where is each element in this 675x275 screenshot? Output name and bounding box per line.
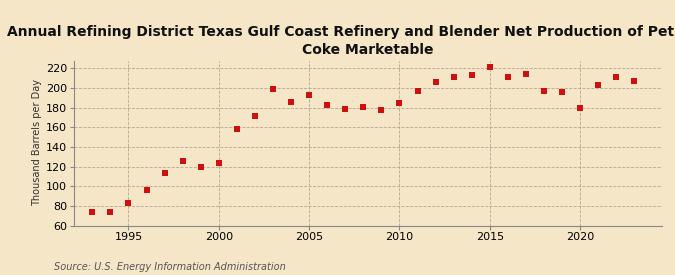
Text: Source: U.S. Energy Information Administration: Source: U.S. Energy Information Administ… bbox=[54, 262, 286, 272]
Point bbox=[178, 158, 188, 163]
Point bbox=[159, 171, 170, 176]
Point bbox=[593, 83, 603, 87]
Point bbox=[539, 89, 549, 93]
Y-axis label: Thousand Barrels per Day: Thousand Barrels per Day bbox=[32, 79, 42, 207]
Point bbox=[629, 79, 640, 83]
Point bbox=[502, 75, 513, 79]
Point bbox=[466, 73, 477, 78]
Point bbox=[575, 105, 586, 110]
Point bbox=[485, 65, 495, 70]
Point bbox=[232, 127, 242, 131]
Point bbox=[376, 108, 387, 112]
Point bbox=[286, 100, 296, 104]
Point bbox=[358, 104, 369, 109]
Point bbox=[412, 89, 423, 93]
Point bbox=[250, 114, 261, 119]
Point bbox=[611, 75, 622, 79]
Point bbox=[304, 93, 315, 97]
Point bbox=[394, 101, 405, 105]
Point bbox=[141, 188, 152, 192]
Point bbox=[340, 106, 351, 111]
Point bbox=[520, 72, 531, 76]
Title: Annual Refining District Texas Gulf Coast Refinery and Blender Net Production of: Annual Refining District Texas Gulf Coas… bbox=[7, 25, 675, 57]
Point bbox=[430, 80, 441, 84]
Point bbox=[213, 160, 224, 165]
Point bbox=[195, 164, 206, 169]
Point bbox=[448, 75, 459, 79]
Point bbox=[87, 210, 98, 214]
Point bbox=[557, 90, 568, 94]
Point bbox=[322, 103, 333, 107]
Point bbox=[123, 201, 134, 205]
Point bbox=[105, 210, 116, 214]
Point bbox=[267, 87, 278, 91]
